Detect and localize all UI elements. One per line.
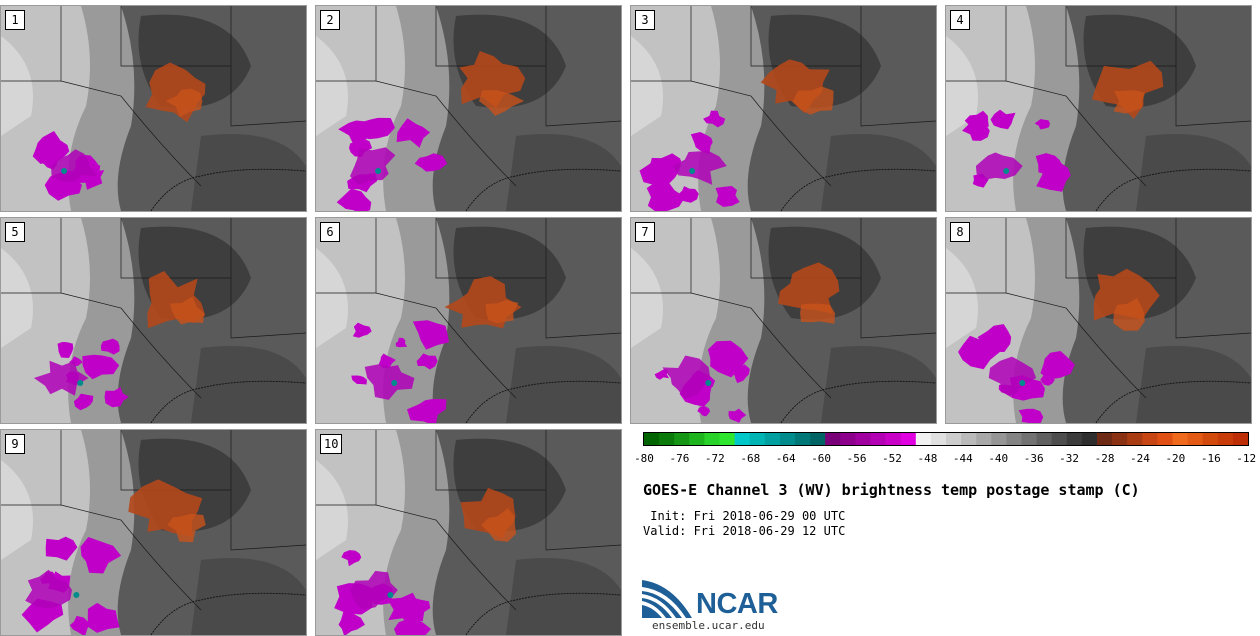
colorbar-segment: [1157, 433, 1173, 445]
panel-number-label: 7: [635, 222, 655, 242]
colorbar-tick-label: -60: [811, 452, 832, 465]
ncar-logo-text: NCAR: [696, 588, 778, 620]
colorbar-segment: [719, 433, 736, 445]
colorbar-segment: [795, 433, 811, 445]
colorbar-segment: [1217, 433, 1234, 445]
water-vapor-map: [1, 6, 306, 211]
colorbar: [643, 432, 1249, 446]
water-vapor-map: [1, 430, 306, 635]
colorbar-segment: [779, 433, 796, 445]
colorbar-segment: [644, 433, 660, 445]
colorbar-tick-label: -20: [1165, 452, 1186, 465]
colorbar-segment: [734, 433, 751, 445]
postage-stamp-panel: 6: [315, 217, 622, 424]
colorbar-segment: [1051, 433, 1068, 445]
panel-number-label: 1: [5, 10, 25, 30]
postage-stamp-panel: 8: [945, 217, 1252, 424]
colorbar-segment: [885, 433, 902, 445]
postage-stamp-panel: 2: [315, 5, 622, 212]
colorbar-segment: [915, 433, 932, 445]
postage-stamp-panel: 9: [0, 429, 307, 636]
colorbar-tick-label: -56: [846, 452, 867, 465]
ncar-logo-icon: [642, 580, 692, 618]
colorbar-segment: [1097, 433, 1113, 445]
colorbar-segment: [900, 433, 917, 445]
water-vapor-map: [1, 218, 306, 423]
colorbar-segment: [991, 433, 1007, 445]
panel-number-label: 6: [320, 222, 340, 242]
colorbar-tick-label: -64: [775, 452, 796, 465]
valid-time: Valid: Fri 2018-06-29 12 UTC: [643, 524, 846, 538]
colorbar-tick-label: -68: [740, 452, 761, 465]
postage-stamp-panel: 3: [630, 5, 937, 212]
postage-stamp-panel: 10: [315, 429, 622, 636]
site-url: ensemble.ucar.edu: [652, 619, 765, 632]
panel-number-label: 3: [635, 10, 655, 30]
water-vapor-map: [946, 6, 1251, 211]
colorbar-outline: [643, 432, 1249, 446]
colorbar-segment: [689, 433, 705, 445]
colorbar-segment: [1187, 433, 1204, 445]
postage-stamp-panel: 1: [0, 5, 307, 212]
colorbar-tick-label: -76: [669, 452, 690, 465]
colorbar-segment: [976, 433, 992, 445]
colorbar-segment: [659, 433, 675, 445]
colorbar-tick-label: -16: [1200, 452, 1221, 465]
panel-number-label: 10: [320, 434, 343, 454]
colorbar-segment: [749, 433, 766, 445]
colorbar-tick-label: -40: [988, 452, 1009, 465]
postage-stamp-panel: 4: [945, 5, 1252, 212]
water-vapor-map: [316, 430, 621, 635]
colorbar-segment: [825, 433, 841, 445]
panel-number-label: 4: [950, 10, 970, 30]
colorbar-tick-label: -44: [952, 452, 973, 465]
water-vapor-map: [316, 6, 621, 211]
colorbar-segment: [1112, 433, 1128, 445]
colorbar-segment: [930, 433, 947, 445]
colorbar-segment: [870, 433, 887, 445]
colorbar-segment: [1081, 433, 1098, 445]
colorbar-segment: [961, 433, 977, 445]
panel-number-label: 5: [5, 222, 25, 242]
colorbar-segment: [674, 433, 690, 445]
colorbar-tick-label: -12: [1236, 452, 1257, 465]
figure-title: GOES-E Channel 3 (WV) brightness temp po…: [643, 481, 1140, 499]
colorbar-segment: [1127, 433, 1143, 445]
colorbar-segment: [855, 433, 871, 445]
colorbar-tick-label: -52: [882, 452, 902, 465]
colorbar-segment: [1142, 433, 1158, 445]
init-time: Init: Fri 2018-06-29 00 UTC: [643, 509, 846, 523]
panel-number-label: 2: [320, 10, 340, 30]
colorbar-segment: [764, 433, 781, 445]
colorbar-tick-label: -48: [917, 452, 938, 465]
colorbar-segment: [840, 433, 856, 445]
postage-stamp-panel: 7: [630, 217, 937, 424]
colorbar-tick-label: -32: [1059, 452, 1080, 465]
colorbar-segment: [1066, 433, 1083, 445]
colorbar-tick-label: -24: [1130, 452, 1150, 465]
water-vapor-map: [946, 218, 1251, 423]
water-vapor-map: [316, 218, 621, 423]
water-vapor-map: [631, 218, 936, 423]
postage-stamp-panel: 5: [0, 217, 307, 424]
water-vapor-map: [631, 6, 936, 211]
panel-number-label: 8: [950, 222, 970, 242]
colorbar-segment: [1232, 433, 1249, 445]
colorbar-segment: [704, 433, 720, 445]
colorbar-tick-label: -28: [1094, 452, 1115, 465]
colorbar-segment: [1036, 433, 1053, 445]
colorbar-segment: [1172, 433, 1189, 445]
colorbar-segment: [810, 433, 826, 445]
colorbar-segment: [946, 433, 962, 445]
colorbar-tick-label: -36: [1023, 452, 1044, 465]
colorbar-segment: [1202, 433, 1219, 445]
colorbar-segment: [1006, 433, 1022, 445]
colorbar-tick-label: -72: [704, 452, 725, 465]
colorbar-tick-label: -80: [634, 452, 654, 465]
panel-number-label: 9: [5, 434, 25, 454]
colorbar-segment: [1021, 433, 1038, 445]
